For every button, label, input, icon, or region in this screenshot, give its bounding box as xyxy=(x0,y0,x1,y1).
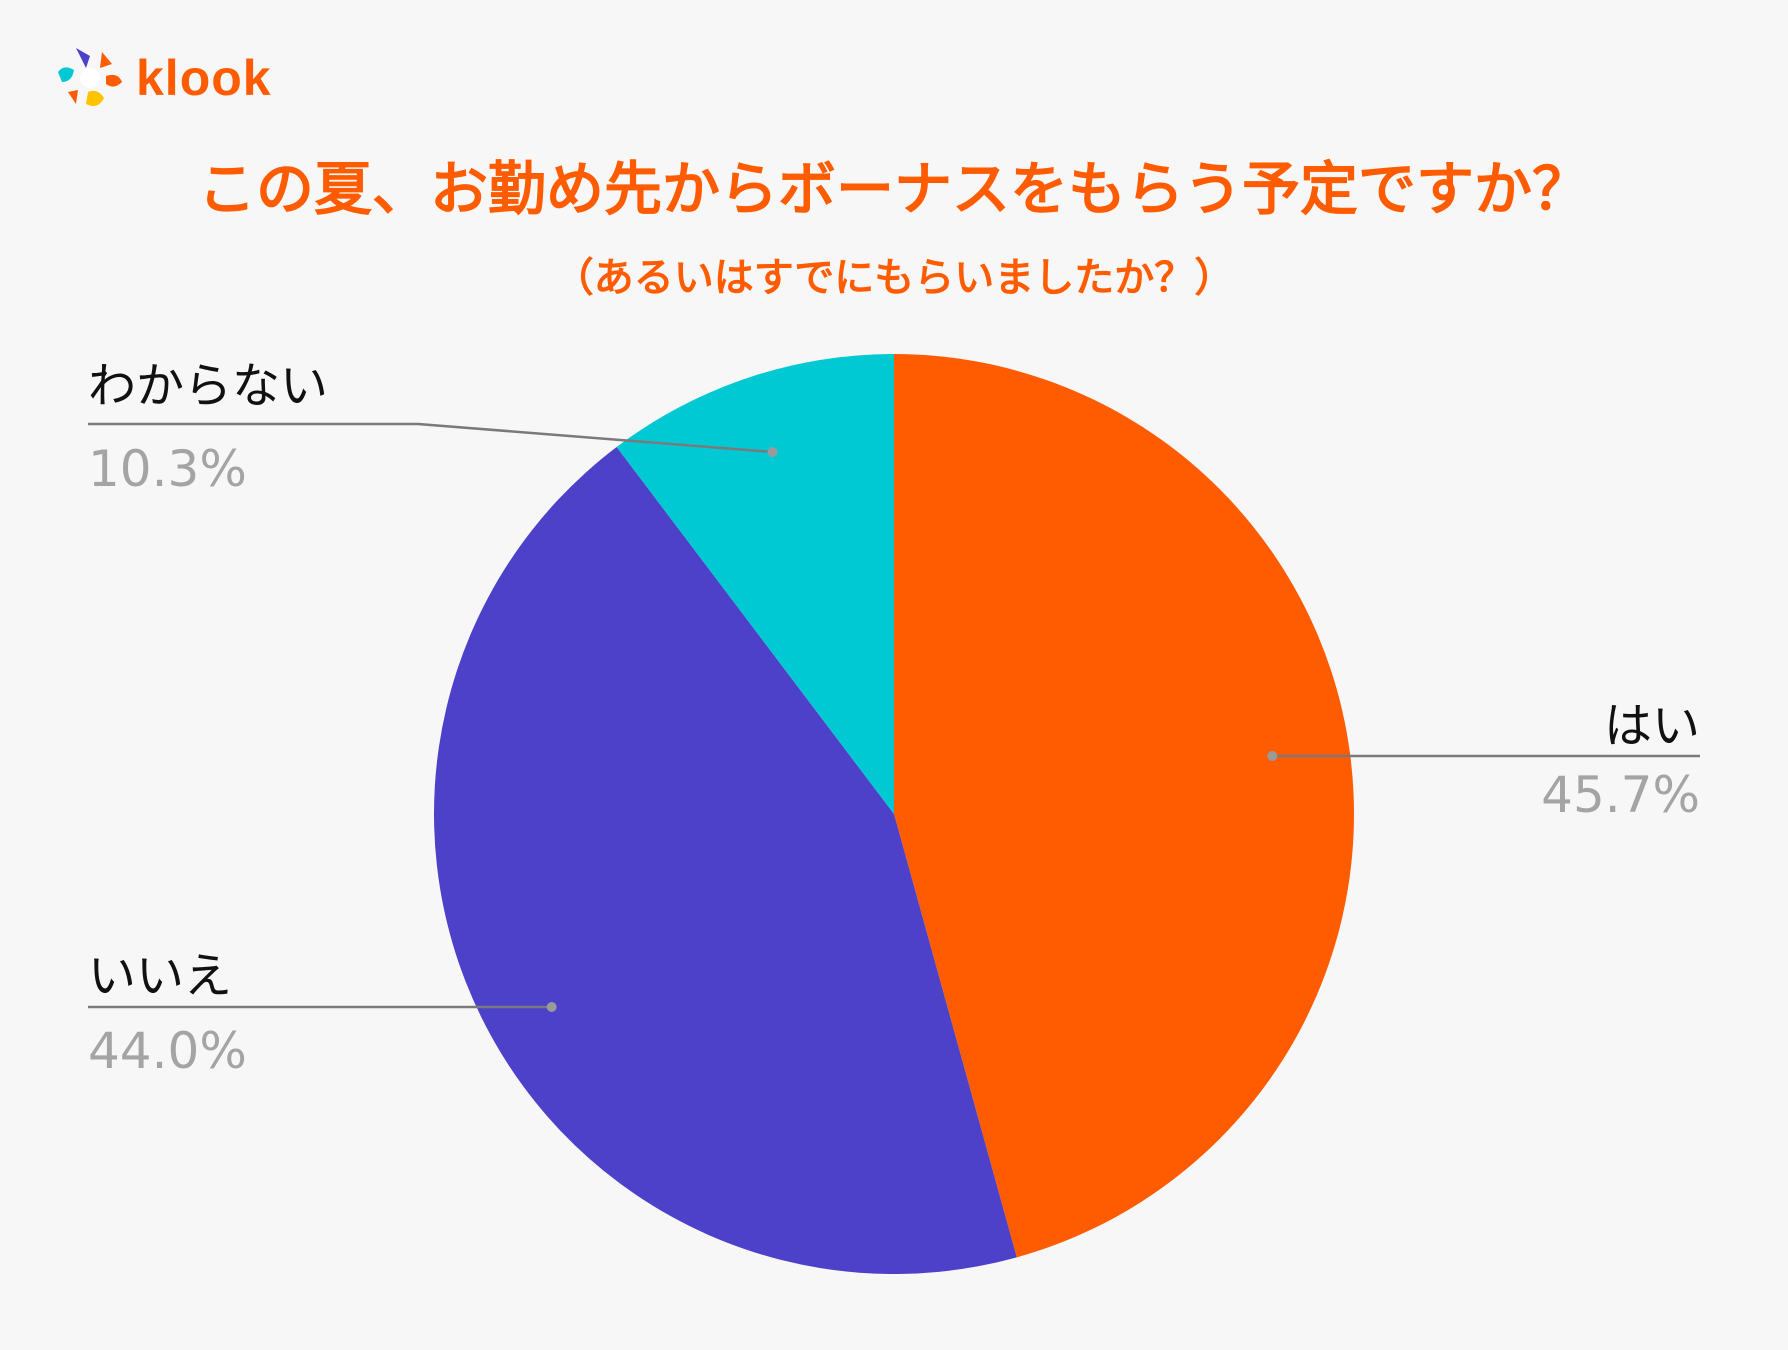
logo-text: klook xyxy=(136,50,272,106)
klook-logo-mark-icon xyxy=(58,48,122,106)
leader-line-2 xyxy=(88,422,773,454)
slice-value-label-1: 44.0% xyxy=(88,1022,247,1080)
chart-title: この夏、お勤め先からボーナスをもらう予定ですか？ xyxy=(197,155,1590,223)
leader-dot-2 xyxy=(767,447,778,458)
slice-value-label-0: 45.7% xyxy=(1541,766,1700,824)
pie-slice-2 xyxy=(616,354,894,814)
slice-label-0: はい xyxy=(1604,698,1700,754)
leader-dot-1 xyxy=(546,1002,557,1012)
klook-logo: klook xyxy=(54,42,272,114)
slice-label-2: わからない xyxy=(88,358,328,414)
pie-slice-0 xyxy=(894,354,1354,1258)
slice-label-1: いいえ xyxy=(88,948,232,1004)
pie-slice-1 xyxy=(434,447,1017,1275)
chart-subtitle: （あるいはすでにもらいましたか？） xyxy=(553,255,1235,301)
leader-dot-0 xyxy=(1267,751,1278,761)
slice-value-label-2: 10.3% xyxy=(88,440,247,498)
